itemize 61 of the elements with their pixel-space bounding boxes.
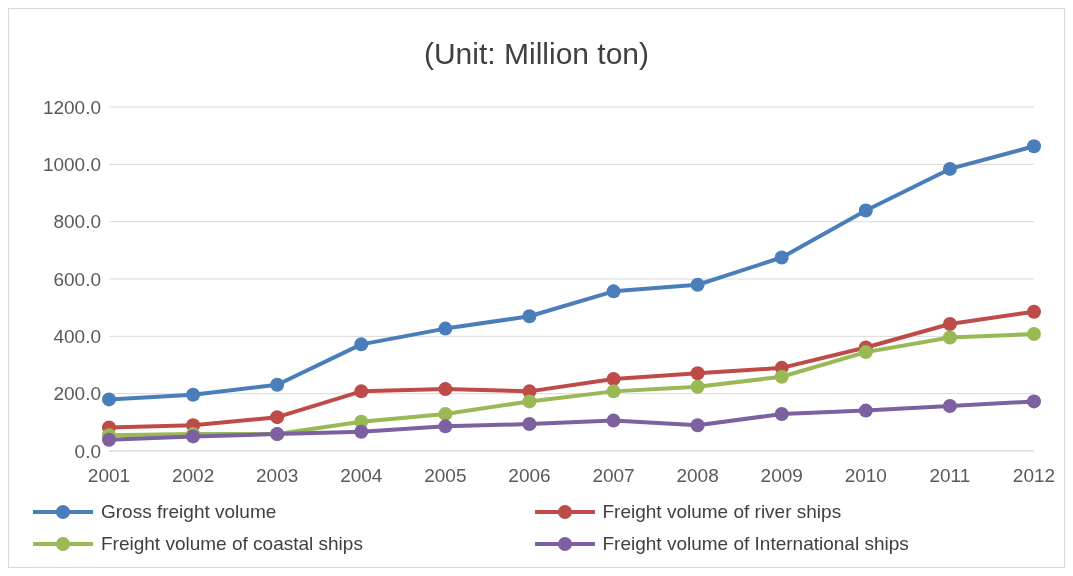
- point: [1027, 394, 1041, 409]
- point: [522, 394, 537, 409]
- point: [690, 277, 705, 292]
- y-tick-label: 0.0: [74, 440, 101, 462]
- point: [102, 392, 116, 407]
- point: [942, 161, 957, 176]
- point: [690, 418, 705, 433]
- chart-title: (Unit: Million ton): [422, 36, 651, 72]
- x-tick-label: 2005: [424, 465, 467, 487]
- point: [438, 321, 453, 336]
- x-tick-label: 2003: [256, 465, 299, 487]
- point: [606, 284, 621, 299]
- point: [606, 384, 621, 399]
- x-tick-label: 2012: [1012, 465, 1056, 487]
- point: [858, 403, 873, 418]
- x-tick-label: 2008: [676, 465, 719, 487]
- point: [942, 398, 957, 413]
- point: [438, 419, 453, 434]
- point: [858, 203, 873, 218]
- point: [270, 410, 285, 425]
- point: [774, 250, 789, 265]
- y-tick-label: 1200.0: [42, 96, 101, 118]
- legend-label: Freight volume of International ships: [602, 533, 909, 555]
- point: [186, 387, 201, 402]
- y-tick-label: 800.0: [53, 211, 101, 233]
- point: [606, 413, 621, 428]
- point: [774, 407, 789, 422]
- point: [354, 424, 369, 439]
- point: [354, 384, 369, 399]
- legend-label: Freight volume of river ships: [602, 501, 842, 523]
- point: [102, 432, 116, 447]
- point: [858, 345, 873, 360]
- x-tick-label: 2011: [929, 465, 971, 487]
- point: [942, 317, 957, 332]
- point: [690, 379, 705, 394]
- legend-label: Freight volume of coastal ships: [101, 533, 363, 555]
- x-tick-label: 2001: [87, 465, 131, 487]
- x-tick-label: 2007: [592, 465, 635, 487]
- x-tick-label: 2009: [760, 465, 803, 487]
- point: [270, 377, 285, 392]
- point: [774, 369, 789, 384]
- point: [1027, 304, 1041, 319]
- point: [438, 382, 453, 397]
- x-tick-label: 2004: [340, 465, 383, 487]
- y-tick-label: 400.0: [53, 326, 101, 348]
- x-tick-label: 2010: [844, 465, 887, 487]
- point: [1027, 327, 1041, 342]
- x-tick-label: 2006: [508, 465, 551, 487]
- point: [354, 337, 369, 352]
- legend-label: Gross freight volume: [101, 501, 277, 523]
- point: [522, 417, 537, 432]
- y-tick-label: 600.0: [53, 268, 101, 290]
- point: [522, 309, 537, 324]
- point: [606, 372, 621, 387]
- point: [690, 366, 705, 381]
- point: [1027, 139, 1041, 154]
- y-tick-label: 1000.0: [42, 154, 101, 176]
- point: [438, 407, 453, 422]
- y-tick-label: 200.0: [53, 383, 101, 405]
- x-tick-label: 2002: [171, 465, 215, 487]
- point: [942, 330, 957, 345]
